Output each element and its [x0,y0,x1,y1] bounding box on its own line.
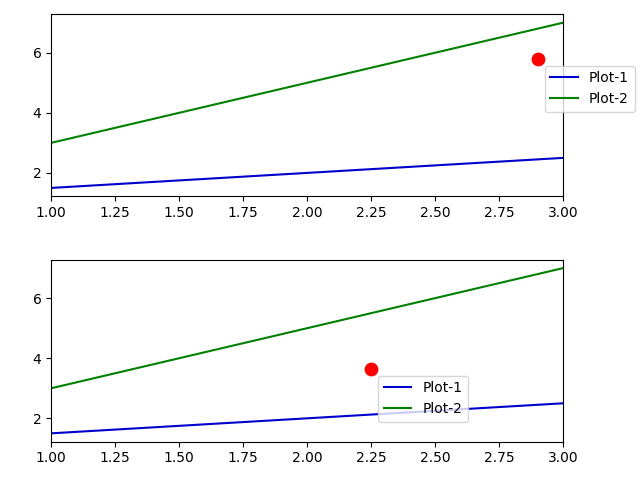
Point [366,365,376,372]
Legend: Plot-1, Plot-2: Plot-1, Plot-2 [545,66,634,112]
Legend: Plot-1, Plot-2: Plot-1, Plot-2 [378,376,468,422]
Point [532,55,543,62]
